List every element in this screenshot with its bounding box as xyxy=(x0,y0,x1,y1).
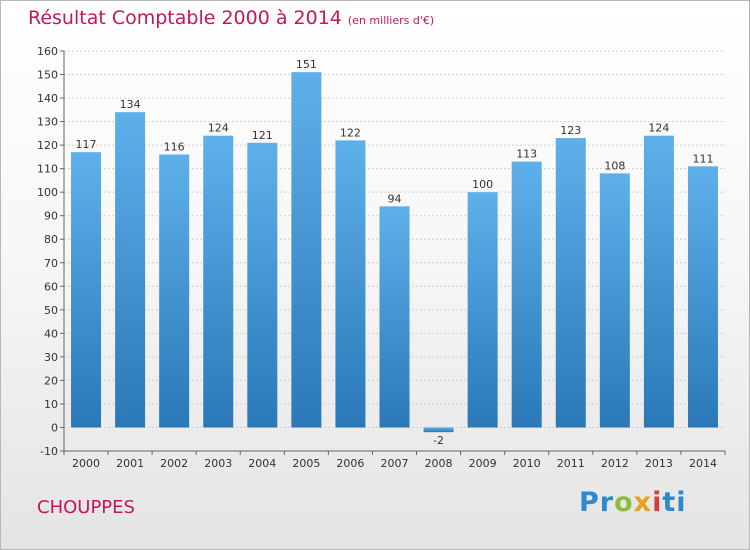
bar xyxy=(71,152,102,428)
bar xyxy=(643,135,674,428)
bar xyxy=(203,135,234,428)
x-tick-label: 2003 xyxy=(204,457,232,470)
bar xyxy=(379,206,410,428)
bar-value-label: 108 xyxy=(604,159,625,172)
grid-layer xyxy=(60,50,726,455)
y-tick-label: 90 xyxy=(44,210,58,223)
y-tick-label: 140 xyxy=(37,92,58,105)
logo-part: Pr xyxy=(579,487,615,518)
bar-value-label: 94 xyxy=(388,192,402,205)
x-tick-label: 2002 xyxy=(160,457,188,470)
bar-value-label: 151 xyxy=(296,58,317,71)
bar xyxy=(291,72,322,428)
x-tick-label: 2000 xyxy=(72,457,100,470)
y-tick-label: 100 xyxy=(37,186,58,199)
y-tick-label: 80 xyxy=(44,233,58,246)
y-tick-label: 50 xyxy=(44,304,58,317)
bar-value-label: 100 xyxy=(472,178,493,191)
bar-value-label: 123 xyxy=(560,124,581,137)
bar xyxy=(247,142,278,428)
chart-title-text: Résultat Comptable 2000 à 2014 xyxy=(28,7,342,29)
chart-title: Résultat Comptable 2000 à 2014 (en millie… xyxy=(28,7,434,29)
x-tick-label: 2014 xyxy=(689,457,717,470)
x-tick-label: 2007 xyxy=(381,457,409,470)
y-tick-label: -10 xyxy=(40,445,58,458)
bar-value-label: 122 xyxy=(340,126,361,139)
x-tick-label: 2008 xyxy=(425,457,453,470)
commune-name: CHOUPPES xyxy=(37,497,135,518)
bar-value-label: 111 xyxy=(692,152,713,165)
x-tick-label: 2012 xyxy=(601,457,629,470)
y-tick-label: 60 xyxy=(44,280,58,293)
bar xyxy=(335,140,366,428)
y-tick-label: 40 xyxy=(44,327,58,340)
bar xyxy=(423,427,454,433)
bar-value-label: -2 xyxy=(433,434,444,447)
logo-part: i xyxy=(652,487,663,518)
x-tick-label: 2005 xyxy=(292,457,320,470)
bar-value-label: 124 xyxy=(208,122,229,135)
proxiti-logo[interactable]: Proxiti xyxy=(579,487,687,518)
y-tick-label: 10 xyxy=(44,398,58,411)
bar xyxy=(555,138,586,428)
label-layer: -10 0 10 20 30 40 50 60 70 80 90 100 110 120 130 140 150… xyxy=(37,45,717,470)
bar xyxy=(687,166,718,428)
bar xyxy=(467,192,498,428)
x-tick-label: 2001 xyxy=(116,457,144,470)
y-tick-label: 30 xyxy=(44,351,58,364)
logo-part: x xyxy=(633,487,653,518)
bar-value-label: 121 xyxy=(252,129,273,142)
y-tick-label: 130 xyxy=(37,116,58,129)
y-tick-label: 160 xyxy=(37,45,58,58)
x-tick-label: 2011 xyxy=(557,457,585,470)
x-tick-label: 2013 xyxy=(645,457,673,470)
bar-value-label: 124 xyxy=(648,122,669,135)
y-tick-label: 0 xyxy=(51,421,58,434)
bar xyxy=(599,173,630,428)
bar xyxy=(115,112,146,428)
bar-layer xyxy=(71,72,718,433)
y-tick-label: 110 xyxy=(37,163,58,176)
bar xyxy=(511,161,542,428)
bar-value-label: 134 xyxy=(120,98,141,111)
x-tick-label: 2010 xyxy=(513,457,541,470)
x-tick-label: 2004 xyxy=(248,457,276,470)
x-tick-label: 2006 xyxy=(336,457,364,470)
x-tick-label: 2009 xyxy=(469,457,497,470)
y-tick-label: 20 xyxy=(44,374,58,387)
bar-value-label: 117 xyxy=(76,138,97,151)
y-tick-label: 70 xyxy=(44,257,58,270)
logo-part: ti xyxy=(662,487,687,518)
y-tick-label: 150 xyxy=(37,69,58,82)
bar xyxy=(159,154,190,428)
bar-value-label: 116 xyxy=(164,141,185,154)
y-tick-label: 120 xyxy=(37,139,58,152)
logo-part: o xyxy=(614,487,634,518)
bar-value-label: 113 xyxy=(516,148,537,161)
chart-subtitle: (en milliers d'€) xyxy=(347,14,435,27)
